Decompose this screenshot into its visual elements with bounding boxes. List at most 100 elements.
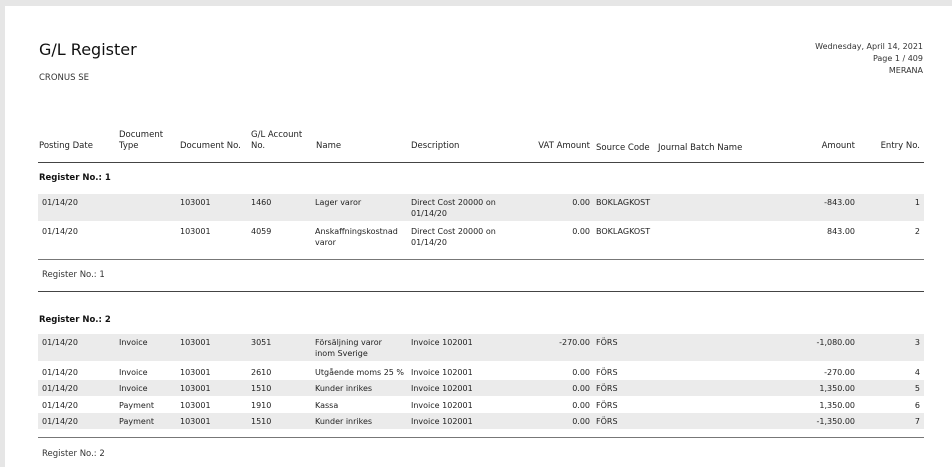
document-no-cell: 103001 <box>180 368 211 377</box>
description-cell: Invoice 102001 <box>411 338 473 347</box>
register-footer: Register No.: 1 <box>42 270 105 280</box>
source-code-cell: BOKLAGKOST <box>596 227 651 236</box>
name-cell: Kunder inrikes <box>315 384 373 393</box>
col-document-type: Document Type <box>119 130 164 151</box>
amount-cell: -1,080.00 <box>816 338 855 347</box>
source-code-cell: BOKLAGKOST <box>596 198 651 207</box>
document-no-cell: 103001 <box>180 338 211 347</box>
description-cell: Direct Cost 20000 on 01/14/20 <box>411 227 496 247</box>
name-cell: Utgående moms 25 % <box>315 368 405 377</box>
entry-no-cell: 1 <box>914 198 920 207</box>
source-code-cell: FÖRS <box>596 417 618 426</box>
entry-no-cell: 5 <box>914 384 920 393</box>
description-cell: Direct Cost 20000 on 01/14/20 <box>411 198 496 218</box>
col-entry-no: Entry No. <box>880 141 920 151</box>
gl-account-cell: 1510 <box>251 384 272 393</box>
document-type-cell: Invoice <box>119 384 148 393</box>
description-cell: Invoice 102001 <box>411 417 473 426</box>
register-divider <box>38 437 924 438</box>
amount-cell: 1,350.00 <box>819 384 855 393</box>
amount-cell: 843.00 <box>827 227 855 236</box>
gl-account-cell: 4059 <box>251 227 272 236</box>
vat-amount-cell: 0.00 <box>572 198 590 207</box>
register-heading: Register No.: 1 <box>39 173 111 183</box>
amount-cell: -843.00 <box>824 198 855 207</box>
posting-date-cell: 01/14/20 <box>42 368 78 377</box>
amount-cell: 1,350.00 <box>819 401 855 410</box>
description-cell: Invoice 102001 <box>411 368 473 377</box>
vat-amount-cell: 0.00 <box>572 227 590 236</box>
gl-account-cell: 2610 <box>251 368 272 377</box>
page-number: Page 1 / 409 <box>872 54 923 63</box>
name-cell: Anskaffningskostnad varor <box>315 227 398 247</box>
document-type-cell: Invoice <box>119 368 148 377</box>
report-page: G/L Register CRONUS SE Wednesday, April … <box>5 6 952 467</box>
source-code-cell: FÖRS <box>596 368 618 377</box>
company-name: CRONUS SE <box>39 73 89 83</box>
amount-cell: -1,350.00 <box>816 417 855 426</box>
posting-date-cell: 01/14/20 <box>42 401 78 410</box>
gl-account-cell: 1910 <box>251 401 272 410</box>
table-row: 01/14/20 103001 4059 Anskaffningskostnad… <box>38 223 924 250</box>
vat-amount-cell: 0.00 <box>572 417 590 426</box>
register-divider <box>38 291 924 292</box>
posting-date-cell: 01/14/20 <box>42 338 78 347</box>
name-cell: Lager varor <box>315 198 362 207</box>
entry-no-cell: 3 <box>914 338 920 347</box>
document-no-cell: 103001 <box>180 417 211 426</box>
entry-no-cell: 4 <box>914 368 920 377</box>
header-divider <box>38 162 924 163</box>
col-amount: Amount <box>821 141 855 151</box>
name-cell: Försäljning varor inom Sverige <box>315 338 382 358</box>
description-cell: Invoice 102001 <box>411 401 473 410</box>
posting-date-cell: 01/14/20 <box>42 384 78 393</box>
posting-date-cell: 01/14/20 <box>42 198 78 207</box>
table-row: 01/14/20 Invoice 103001 1510 Kunder inri… <box>38 380 924 396</box>
register-footer: Register No.: 2 <box>42 449 105 459</box>
col-source-code: Source Code <box>596 143 650 153</box>
register-divider <box>38 259 924 260</box>
col-name: Name <box>316 141 342 151</box>
col-gl-account-no: G/L Account No. <box>251 130 303 151</box>
col-document-no: Document No. <box>180 141 241 151</box>
posting-date-cell: 01/14/20 <box>42 417 78 426</box>
col-description: Description <box>411 141 460 151</box>
gl-account-cell: 1460 <box>251 198 272 207</box>
document-no-cell: 103001 <box>180 401 211 410</box>
source-code-cell: FÖRS <box>596 338 618 347</box>
source-code-cell: FÖRS <box>596 384 618 393</box>
description-cell: Invoice 102001 <box>411 384 473 393</box>
vat-amount-cell: 0.00 <box>572 384 590 393</box>
name-cell: Kassa <box>315 401 339 410</box>
register-heading: Register No.: 2 <box>39 315 111 325</box>
document-no-cell: 103001 <box>180 198 211 207</box>
table-row: 01/14/20 103001 1460 Lager varor Direct … <box>38 194 924 221</box>
entry-no-cell: 6 <box>914 401 920 410</box>
report-title: G/L Register <box>39 40 137 59</box>
amount-cell: -270.00 <box>824 368 855 377</box>
document-no-cell: 103001 <box>180 384 211 393</box>
document-type-cell: Invoice <box>119 338 148 347</box>
user-id: MERANA <box>888 66 923 75</box>
entry-no-cell: 7 <box>914 417 920 426</box>
col-posting-date: Posting Date <box>39 141 93 151</box>
table-row: 01/14/20 Invoice 103001 2610 Utgående mo… <box>38 364 924 380</box>
document-type-cell: Payment <box>119 417 155 426</box>
col-journal-batch-name: Journal Batch Name <box>658 143 743 153</box>
vat-amount-cell: -270.00 <box>559 338 590 347</box>
entry-no-cell: 2 <box>914 227 920 236</box>
gl-account-cell: 1510 <box>251 417 272 426</box>
source-code-cell: FÖRS <box>596 401 618 410</box>
document-type-cell: Payment <box>119 401 155 410</box>
vat-amount-cell: 0.00 <box>572 401 590 410</box>
vat-amount-cell: 0.00 <box>572 368 590 377</box>
gl-account-cell: 3051 <box>251 338 272 347</box>
table-row: 01/14/20 Invoice 103001 3051 Försäljning… <box>38 334 924 361</box>
table-row: 01/14/20 Payment 103001 1910 Kassa Invoi… <box>38 397 924 413</box>
name-cell: Kunder inrikes <box>315 417 373 426</box>
report-date: Wednesday, April 14, 2021 <box>815 42 923 51</box>
document-no-cell: 103001 <box>180 227 211 236</box>
table-row: 01/14/20 Payment 103001 1510 Kunder inri… <box>38 413 924 429</box>
col-vat-amount: VAT Amount <box>538 141 590 151</box>
posting-date-cell: 01/14/20 <box>42 227 78 236</box>
